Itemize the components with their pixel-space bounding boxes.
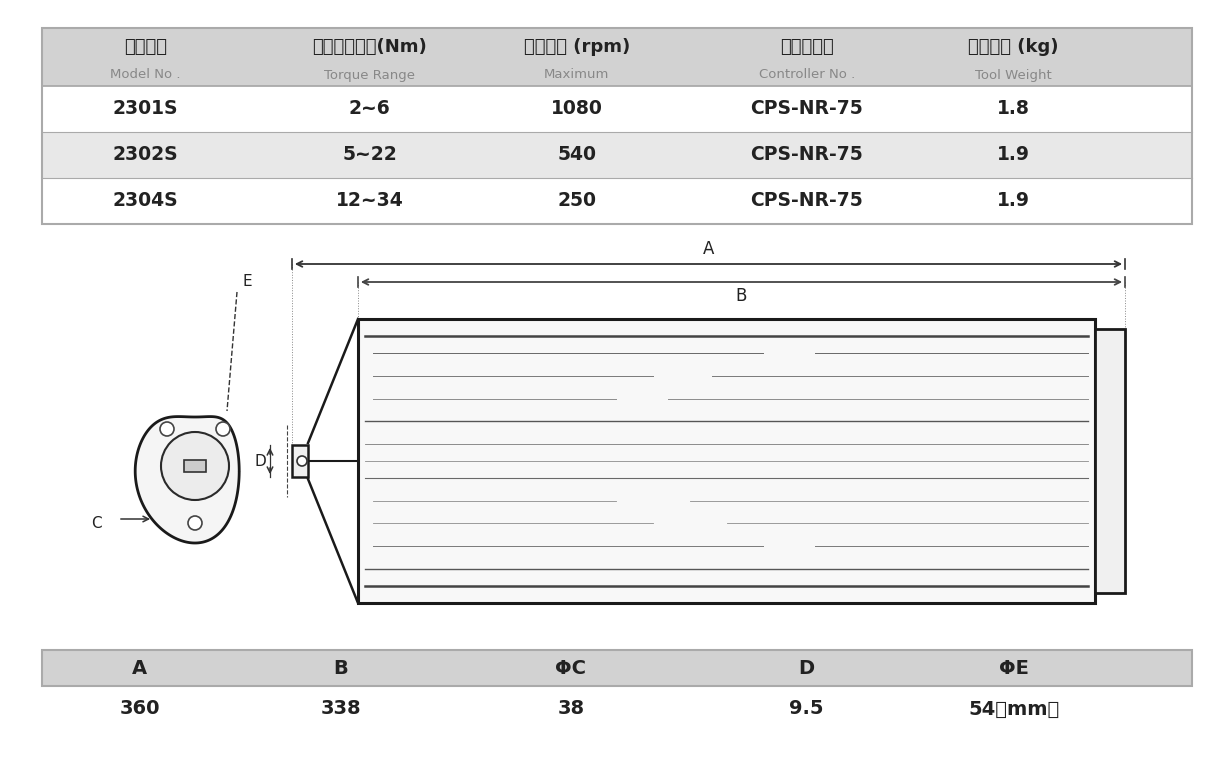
Text: 2301S: 2301S <box>113 99 178 119</box>
Text: CPS-NR-75: CPS-NR-75 <box>751 99 863 119</box>
Bar <box>358 319 1096 603</box>
Text: B: B <box>736 287 747 305</box>
Text: 360: 360 <box>119 700 160 719</box>
Text: D: D <box>799 658 815 677</box>
Text: 5~22: 5~22 <box>342 145 398 165</box>
Text: 1.9: 1.9 <box>997 145 1030 165</box>
Bar <box>42 650 1192 686</box>
Bar <box>183 460 206 472</box>
Text: Tool Weight: Tool Weight <box>975 69 1053 81</box>
Text: 工具型号: 工具型号 <box>124 37 167 55</box>
Text: 适应力矩范围(Nm): 适应力矩范围(Nm) <box>313 37 427 55</box>
Circle shape <box>297 456 307 466</box>
Text: ΦE: ΦE <box>998 658 1029 677</box>
Text: 最大转速 (rpm): 最大转速 (rpm) <box>523 37 630 55</box>
Text: Maximum: Maximum <box>544 69 609 81</box>
Text: C: C <box>91 515 101 530</box>
Text: 54（mm）: 54（mm） <box>968 700 1060 719</box>
Text: 工具重量 (kg): 工具重量 (kg) <box>969 37 1059 55</box>
Text: B: B <box>334 658 348 677</box>
Text: 2302S: 2302S <box>113 145 178 165</box>
Text: 540: 540 <box>558 145 596 165</box>
Text: 250: 250 <box>558 191 596 211</box>
Circle shape <box>161 432 229 500</box>
Circle shape <box>215 422 230 436</box>
Text: 1.9: 1.9 <box>997 191 1030 211</box>
Bar <box>292 445 308 477</box>
Bar <box>42 28 1192 224</box>
Text: Torque Range: Torque Range <box>324 69 415 81</box>
Text: 1080: 1080 <box>550 99 603 119</box>
Text: A: A <box>132 658 148 677</box>
Bar <box>42 28 1192 86</box>
Text: CPS-NR-75: CPS-NR-75 <box>751 145 863 165</box>
Text: Controller No .: Controller No . <box>758 69 854 81</box>
Bar <box>42 650 1192 686</box>
Text: CPS-NR-75: CPS-NR-75 <box>751 191 863 211</box>
Text: Model No .: Model No . <box>111 69 181 81</box>
Circle shape <box>160 422 174 436</box>
Text: 1.8: 1.8 <box>997 99 1030 119</box>
Text: 12~34: 12~34 <box>336 191 404 211</box>
Text: 9.5: 9.5 <box>789 700 824 719</box>
Bar <box>42 132 1192 178</box>
Text: 控制器型号: 控制器型号 <box>780 37 833 55</box>
Text: 338: 338 <box>321 700 362 719</box>
Polygon shape <box>135 416 239 543</box>
Text: E: E <box>243 274 252 290</box>
Bar <box>1096 329 1125 593</box>
Text: 38: 38 <box>558 700 585 719</box>
Text: D: D <box>254 454 266 469</box>
Text: 2304S: 2304S <box>113 191 178 211</box>
Text: A: A <box>703 240 714 258</box>
Circle shape <box>188 516 202 530</box>
Text: 2~6: 2~6 <box>348 99 390 119</box>
Text: ΦC: ΦC <box>555 658 586 677</box>
